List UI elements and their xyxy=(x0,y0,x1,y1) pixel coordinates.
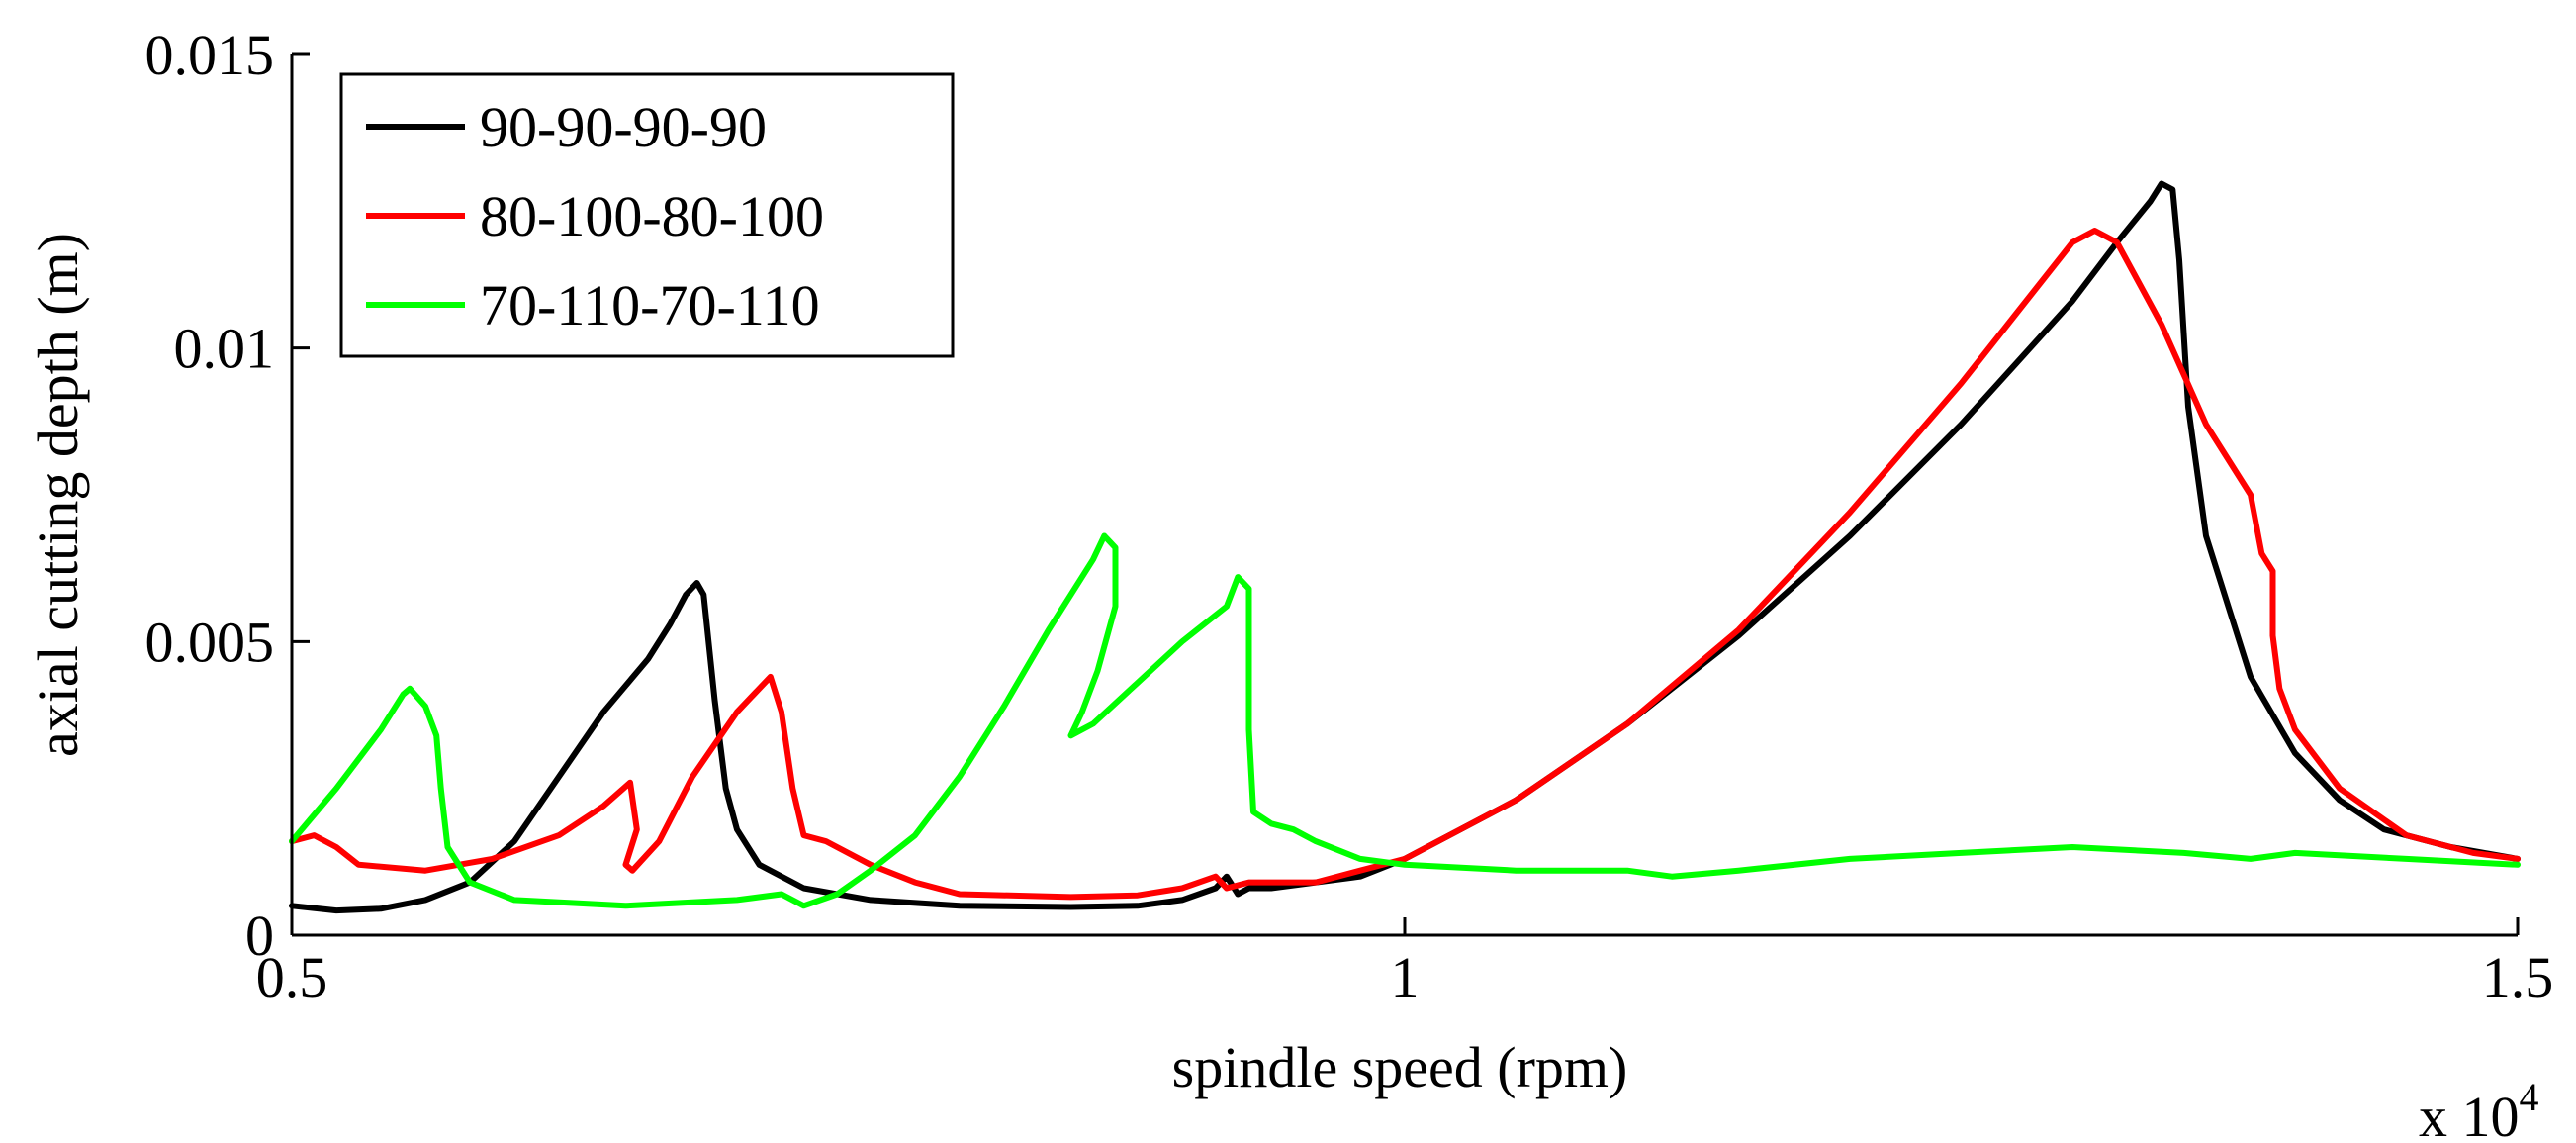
series-line-3 xyxy=(289,532,2521,909)
series-layer xyxy=(289,180,2521,914)
legend-label-series-2: 80-100-80-100 xyxy=(480,184,824,248)
y-tick-label: 0.01 xyxy=(174,317,275,381)
tick-layer: 0.5 1 1.5 0 0.005 0.01 0.015 xyxy=(145,23,2554,1009)
y-tick-label: 0 xyxy=(245,904,274,968)
x-tick-label: 1 xyxy=(1391,945,1420,1009)
y-axis-title: axial cutting depth (m) xyxy=(26,233,90,757)
x-axis-title: spindle speed (rpm) xyxy=(1172,1035,1628,1099)
x-multiplier-exponent: 4 xyxy=(2520,1075,2539,1119)
y-tick-label: 0.015 xyxy=(145,23,275,87)
x-multiplier-label: x 104 xyxy=(2419,1075,2539,1143)
legend: 90-90-90-90 80-100-80-100 70-110-70-110 xyxy=(339,72,955,358)
legend-label-series-1: 90-90-90-90 xyxy=(480,95,767,159)
x-multiplier-base: x 10 xyxy=(2419,1085,2520,1143)
y-tick-label: 0.005 xyxy=(145,610,275,674)
legend-label-series-3: 70-110-70-110 xyxy=(480,273,820,337)
x-tick-label: 0.5 xyxy=(256,945,328,1009)
x-tick-label: 1.5 xyxy=(2482,945,2554,1009)
series-line-2 xyxy=(289,228,2521,901)
